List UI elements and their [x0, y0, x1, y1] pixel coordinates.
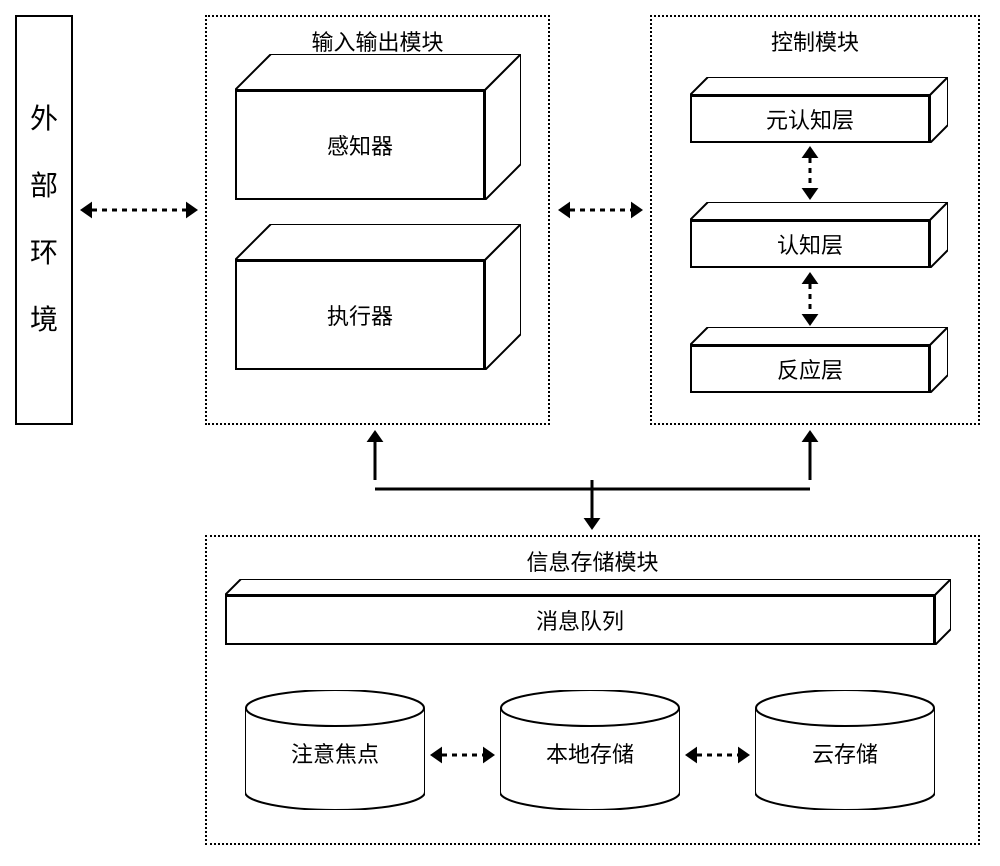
react-layer-box-label: 反应层 — [777, 353, 843, 385]
meta-layer-box-side — [930, 77, 948, 143]
react-layer-box: 反应层 — [690, 327, 948, 393]
arrow-env_io — [80, 198, 198, 222]
cog-layer-box: 认知层 — [690, 202, 948, 268]
queue-box-front: 消息队列 — [225, 595, 935, 645]
cog-layer-box-side — [930, 202, 948, 268]
local-cyl: 本地存储 — [500, 690, 680, 810]
cog-layer-box-front: 认知层 — [690, 220, 930, 268]
meta-layer-box-front: 元认知层 — [690, 95, 930, 143]
local-cyl-label: 本地存储 — [546, 737, 634, 769]
attention-cyl-label: 注意焦点 — [291, 737, 379, 769]
arrow-cog_react — [798, 272, 822, 326]
react-layer-box-side — [930, 327, 948, 393]
actuator-box-side — [485, 224, 521, 370]
queue-box-label: 消息队列 — [536, 604, 624, 636]
cloud-cyl: 云存储 — [755, 690, 935, 810]
perceptron-box: 感知器 — [235, 54, 521, 200]
storage-module-title: 信息存储模块 — [526, 545, 658, 577]
arrow-local_cloud — [685, 743, 750, 767]
arrow-io_ctrl — [558, 198, 643, 222]
arrow-ctrl_down — [798, 430, 822, 480]
queue-box: 消息队列 — [225, 579, 951, 645]
meta-layer-box-label: 元认知层 — [766, 103, 854, 135]
external-env-label: 外部环境 — [30, 86, 58, 355]
control-module-title: 控制模块 — [771, 25, 859, 57]
actuator-box-label: 执行器 — [327, 299, 393, 331]
arrow-meta_cog — [798, 146, 822, 200]
react-layer-box-front: 反应层 — [690, 345, 930, 393]
arrow-mid_down — [580, 480, 604, 530]
perceptron-box-front: 感知器 — [235, 90, 485, 200]
perceptron-box-label: 感知器 — [327, 129, 393, 161]
arrow-io_down — [363, 430, 387, 480]
queue-box-side — [935, 579, 951, 645]
arrow-att_local — [430, 743, 495, 767]
perceptron-box-side — [485, 54, 521, 200]
cloud-cyl-label: 云存储 — [812, 737, 878, 769]
cog-layer-box-label: 认知层 — [777, 228, 843, 260]
io-module-title: 输入输出模块 — [311, 25, 443, 57]
external-env-box: 外部环境 — [15, 15, 73, 425]
attention-cyl: 注意焦点 — [245, 690, 425, 810]
actuator-box-front: 执行器 — [235, 260, 485, 370]
meta-layer-box: 元认知层 — [690, 77, 948, 143]
actuator-box: 执行器 — [235, 224, 521, 370]
